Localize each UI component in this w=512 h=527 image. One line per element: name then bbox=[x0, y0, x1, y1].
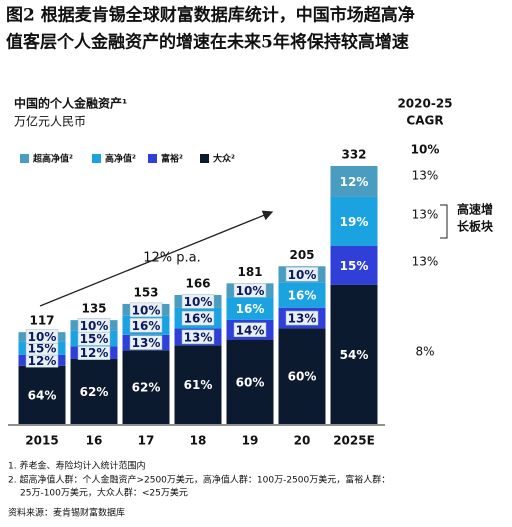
bar-segment bbox=[122, 350, 170, 424]
segment-label: 13% bbox=[132, 336, 161, 350]
label-box bbox=[129, 302, 163, 318]
bar-segment bbox=[70, 358, 118, 424]
segment-label: 60% bbox=[288, 370, 317, 384]
source: 资料来源：麦肯锡财富数据库 bbox=[8, 507, 125, 519]
segment-label: 15% bbox=[28, 342, 57, 356]
growth-annotation: 12% p.a. bbox=[143, 251, 201, 266]
bar-segment bbox=[174, 345, 222, 424]
legend-swatch bbox=[148, 154, 157, 163]
segment-label: 16% bbox=[236, 302, 265, 316]
title: 值客层个人金融资产的增速在未来5年将保持较高增速 bbox=[6, 32, 409, 53]
bar-segment bbox=[330, 284, 378, 424]
label-box bbox=[285, 310, 319, 326]
segment-label: 16% bbox=[184, 312, 213, 326]
bracket bbox=[440, 204, 448, 239]
x-tick-label: 20 bbox=[294, 434, 311, 448]
total-label: 205 bbox=[289, 248, 314, 262]
x-tick-label: 18 bbox=[190, 434, 207, 448]
x-tick-label: 16 bbox=[86, 434, 103, 448]
segment-label: 16% bbox=[288, 288, 317, 302]
segment-label: 13% bbox=[184, 330, 213, 344]
segment-label: 12% bbox=[28, 354, 57, 368]
label-box bbox=[181, 329, 215, 345]
label-box bbox=[77, 318, 111, 333]
cagr-value: 13% bbox=[412, 255, 439, 269]
bar-segment bbox=[226, 339, 274, 424]
segment-label: 12% bbox=[80, 346, 109, 360]
bar-segment bbox=[18, 365, 66, 424]
bracket-label: 高速增 bbox=[457, 202, 493, 217]
footnote: 2. 超高净值人群：个人金融资产>2500万美元，高净值人群：100万-2500… bbox=[8, 474, 390, 486]
total-label: 117 bbox=[29, 314, 54, 328]
legend-label: 富裕² bbox=[161, 153, 183, 165]
growth-arrow bbox=[39, 210, 274, 307]
segment-label: 10% bbox=[28, 330, 57, 344]
cagr-title: CAGR bbox=[406, 114, 443, 128]
segment-label: 13% bbox=[288, 312, 317, 326]
segment-label: 15% bbox=[340, 259, 369, 273]
x-tick-label: 2015 bbox=[25, 434, 58, 448]
total-label: 135 bbox=[81, 302, 106, 316]
segment-label: 10% bbox=[132, 303, 161, 317]
segment-label: 10% bbox=[184, 295, 213, 309]
segment-label: 64% bbox=[28, 388, 57, 402]
footnote: 1. 养老金、寿险均计入统计范围内 bbox=[8, 460, 145, 472]
bar-segment bbox=[226, 297, 274, 320]
legend-label: 超高净值² bbox=[32, 153, 73, 165]
legend-swatch bbox=[200, 154, 209, 163]
segment-label: 16% bbox=[132, 319, 161, 333]
bracket-label: 长板块 bbox=[457, 219, 494, 234]
label-box bbox=[181, 294, 215, 309]
title: 图2 根据麦肯锡全球财富数据库统计，中国市场超高净 bbox=[6, 5, 415, 26]
bar-segment bbox=[278, 328, 326, 424]
total-label: 181 bbox=[237, 265, 262, 279]
segment-label: 62% bbox=[132, 381, 161, 395]
segment-label: 61% bbox=[184, 378, 213, 392]
segment-label: 19% bbox=[340, 215, 369, 229]
legend-swatch bbox=[92, 154, 101, 163]
segment-label: 10% bbox=[80, 319, 109, 333]
legend-label: 高净值² bbox=[105, 153, 136, 165]
label-box bbox=[181, 310, 215, 326]
footnote: 25万-100万美元，大众人群：<25万美元 bbox=[20, 487, 188, 499]
legend-swatch bbox=[20, 154, 29, 163]
bar-segment bbox=[278, 282, 326, 308]
cagr-value: 8% bbox=[415, 345, 434, 359]
bar-segment bbox=[330, 166, 378, 197]
segment-label: 14% bbox=[236, 323, 265, 337]
cagr-value: 10% bbox=[411, 143, 440, 157]
x-tick-label: 2025E bbox=[333, 434, 375, 448]
legend-label: 大众² bbox=[213, 153, 235, 165]
label-box bbox=[285, 267, 319, 282]
segment-label: 54% bbox=[340, 348, 369, 362]
label-box bbox=[129, 335, 163, 350]
segment-label: 60% bbox=[236, 375, 265, 389]
total-label: 153 bbox=[133, 285, 158, 299]
bar-segment bbox=[330, 196, 378, 246]
label-box bbox=[233, 283, 267, 298]
label-box bbox=[25, 329, 59, 344]
label-box bbox=[233, 322, 267, 338]
cagr-title: 2020-25 bbox=[397, 97, 452, 111]
x-tick-label: 19 bbox=[242, 434, 259, 448]
total-label: 166 bbox=[185, 277, 210, 291]
segment-label: 12% bbox=[340, 175, 369, 189]
segment-label: 10% bbox=[236, 284, 265, 298]
label-box bbox=[129, 318, 163, 333]
total-label: 332 bbox=[341, 148, 366, 162]
x-tick-label: 17 bbox=[138, 434, 155, 448]
subtitle: 中国的个人金融资产¹ bbox=[14, 96, 127, 111]
segment-label: 10% bbox=[288, 268, 317, 282]
unit: 万亿元人民币 bbox=[14, 114, 86, 129]
segment-label: 15% bbox=[80, 332, 109, 346]
segment-label: 62% bbox=[80, 385, 109, 399]
cagr-value: 13% bbox=[412, 169, 439, 183]
bar-segment bbox=[330, 245, 378, 285]
cagr-value: 13% bbox=[412, 208, 439, 222]
